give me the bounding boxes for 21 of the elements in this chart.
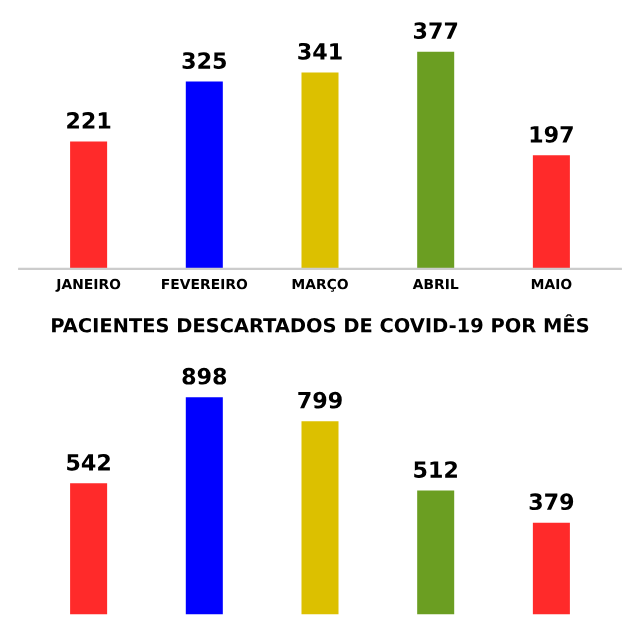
chart-title: PACIENTES DESCARTADOS DE COVID-19 POR MÊS xyxy=(52,314,589,333)
data-label: 197 xyxy=(530,125,573,143)
bar xyxy=(532,155,570,269)
bar xyxy=(70,483,108,615)
bar xyxy=(417,51,455,269)
data-label: 898 xyxy=(182,367,227,385)
data-label: 377 xyxy=(413,22,458,40)
data-label: 379 xyxy=(529,493,574,511)
bar xyxy=(185,81,223,269)
data-label: 512 xyxy=(414,461,457,478)
data-label: 221 xyxy=(67,112,111,129)
bar xyxy=(532,522,570,615)
data-label: 799 xyxy=(298,391,342,409)
data-label: 341 xyxy=(298,42,342,60)
bar xyxy=(301,72,339,269)
bar xyxy=(70,141,108,269)
bar xyxy=(185,397,223,615)
data-label: 542 xyxy=(67,453,110,471)
bar xyxy=(301,421,339,615)
data-label: 325 xyxy=(182,52,226,69)
bar xyxy=(417,490,455,615)
